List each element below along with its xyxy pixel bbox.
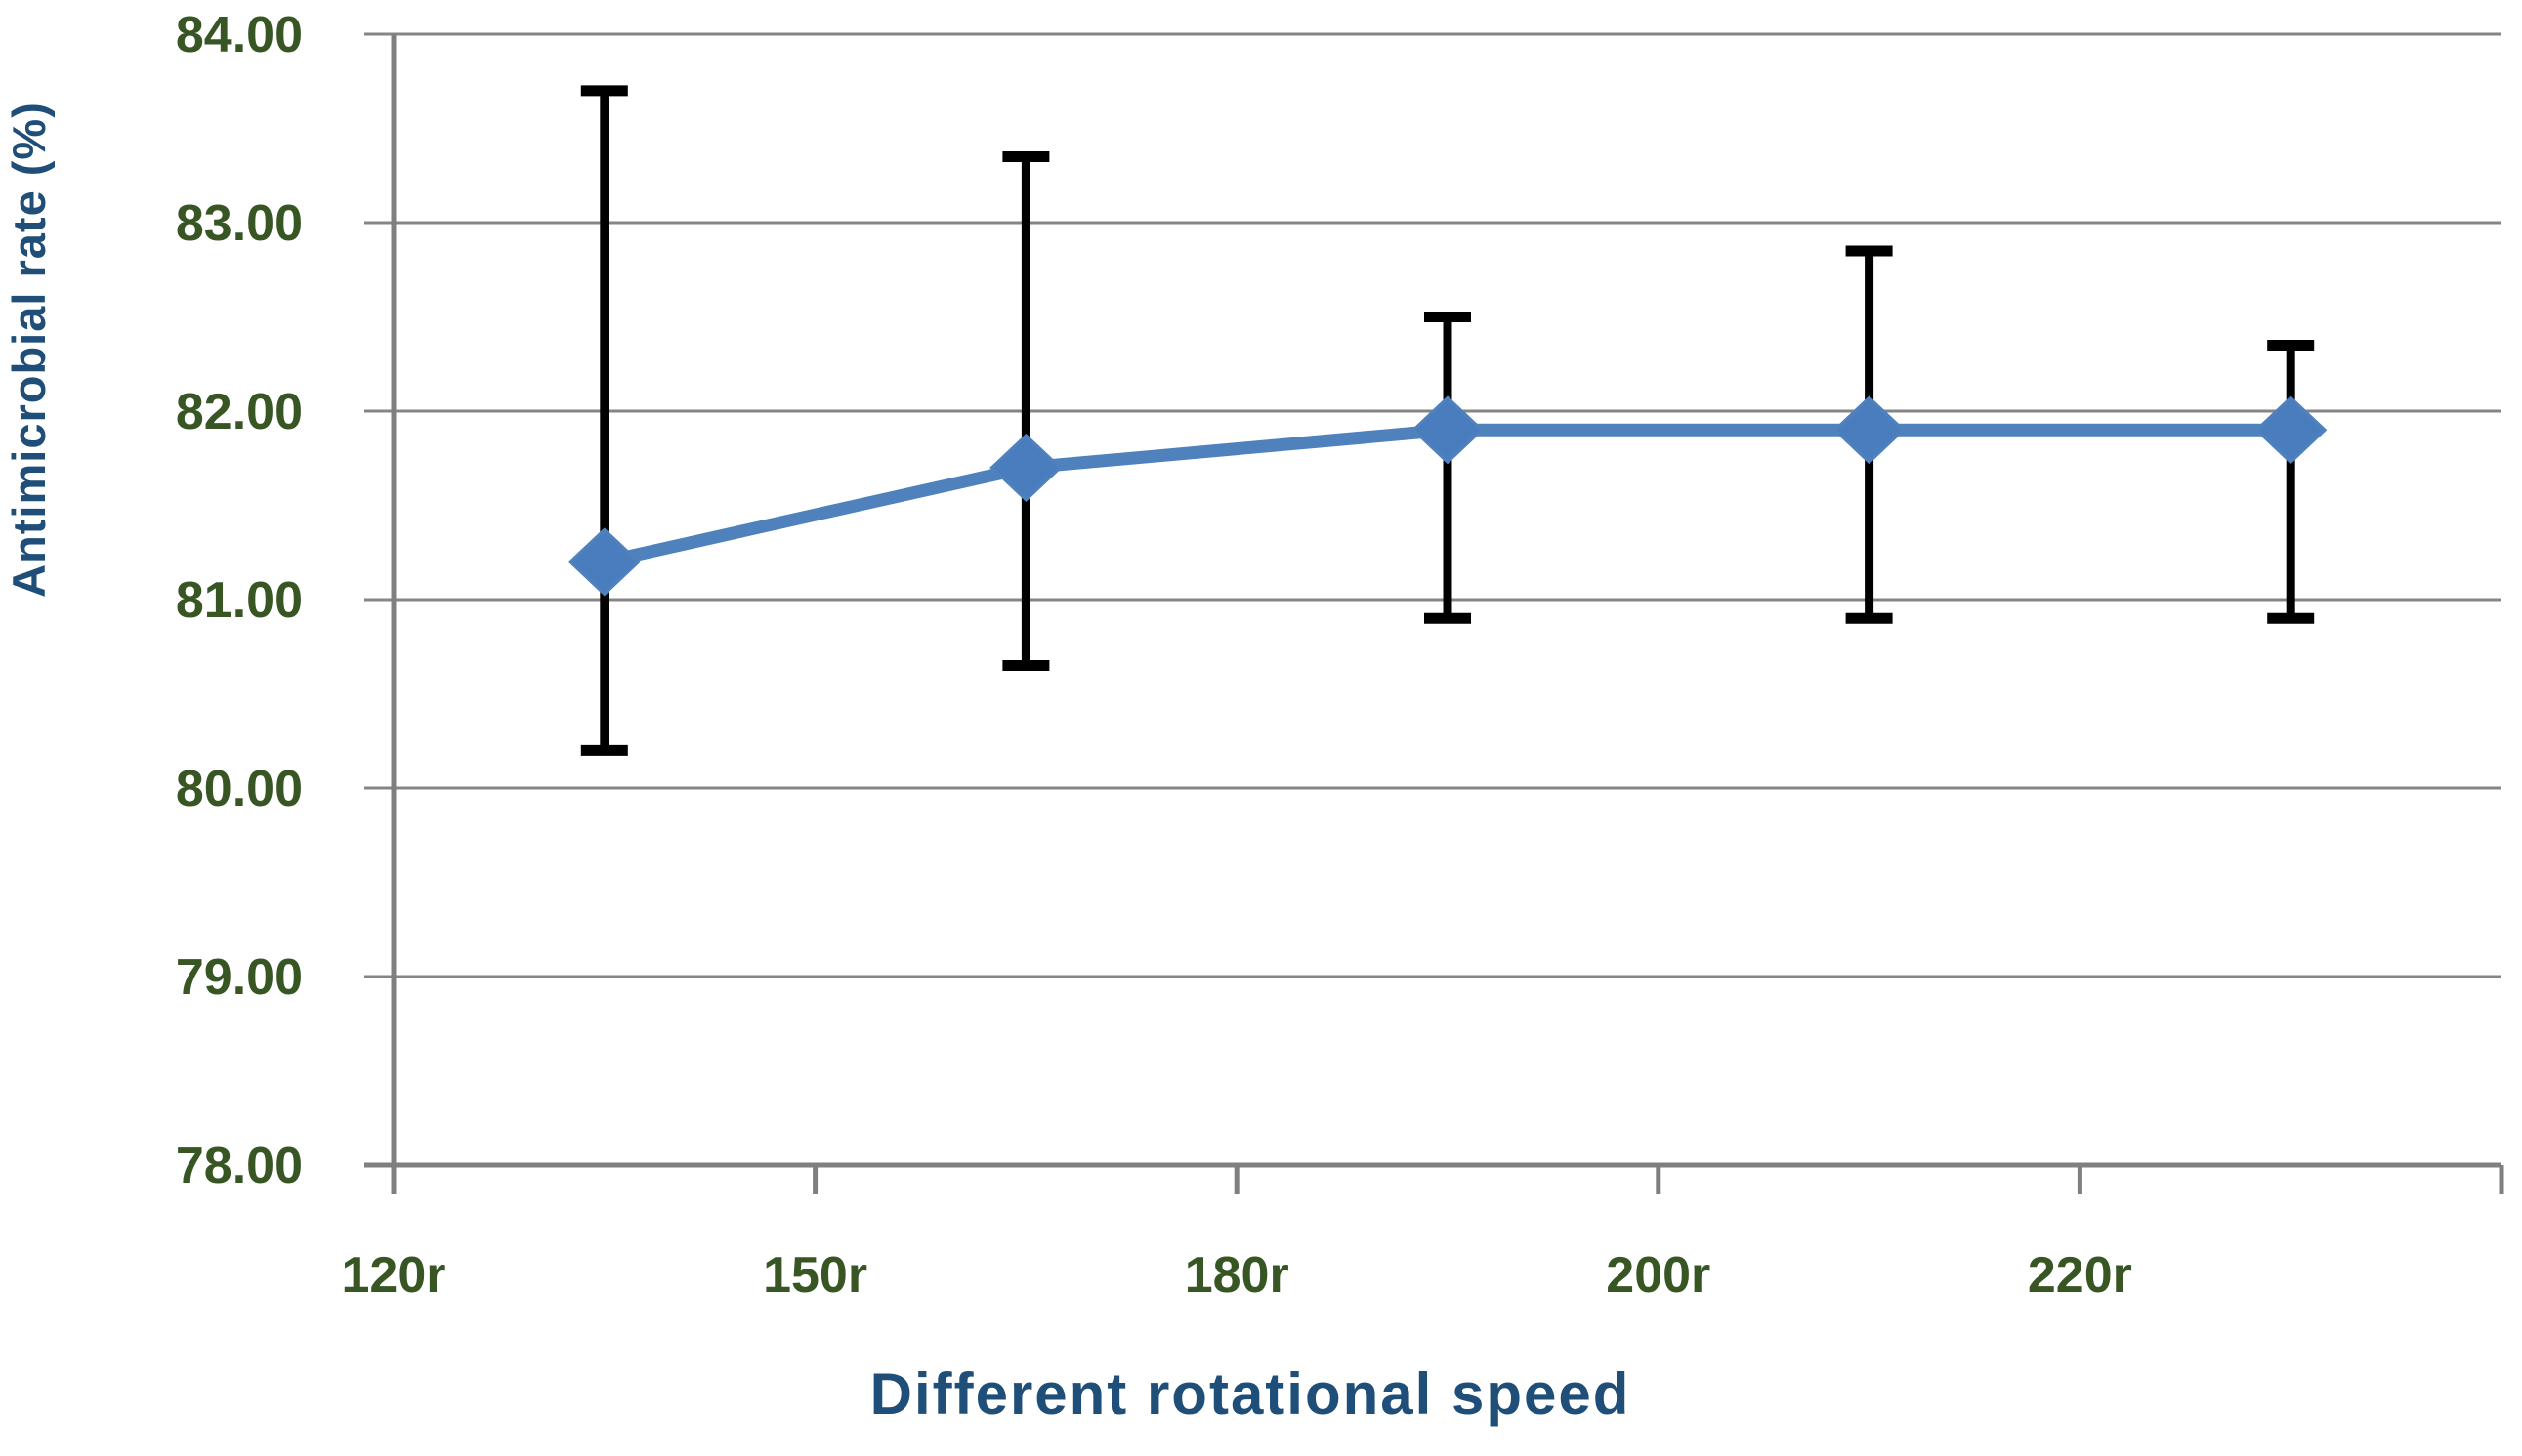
y-tick-label: 81.00: [176, 572, 303, 629]
data-point-marker: [1410, 395, 1485, 465]
x-tick-label: 120r: [342, 1247, 446, 1304]
data-series-layer: [567, 85, 2328, 756]
y-tick-label: 78.00: [176, 1138, 303, 1194]
data-point-marker: [567, 527, 641, 597]
error-bar: [2267, 339, 2315, 624]
error-bar: [1002, 150, 1050, 672]
data-point-marker: [1832, 395, 1906, 465]
y-tick-label: 79.00: [176, 949, 303, 1006]
y-axis-title: Antimicrobial rate (%): [3, 102, 55, 598]
gridlines-layer: [364, 32, 2501, 978]
y-tick-label: 83.00: [176, 195, 303, 252]
y-tick-label: 84.00: [176, 7, 303, 63]
x-tick-label: 200r: [1606, 1247, 1710, 1304]
axes-layer: [364, 34, 2504, 1194]
data-point-marker: [989, 433, 1063, 502]
error-bar: [1424, 312, 1471, 624]
y-tick-label: 80.00: [176, 761, 303, 817]
x-tick-label: 180r: [1185, 1247, 1289, 1304]
tick-labels-layer: 78.00 79.00 80.00 81.00 82.00 83.00 84.00 120r 1…: [176, 7, 2132, 1304]
data-point-marker: [2254, 395, 2328, 465]
x-tick-label: 150r: [763, 1247, 867, 1304]
error-bar: [580, 85, 628, 756]
x-axis-title: Different rotational speed: [870, 1361, 1631, 1427]
y-tick-label: 82.00: [176, 384, 303, 440]
x-tick-label: 220r: [2028, 1247, 2132, 1304]
